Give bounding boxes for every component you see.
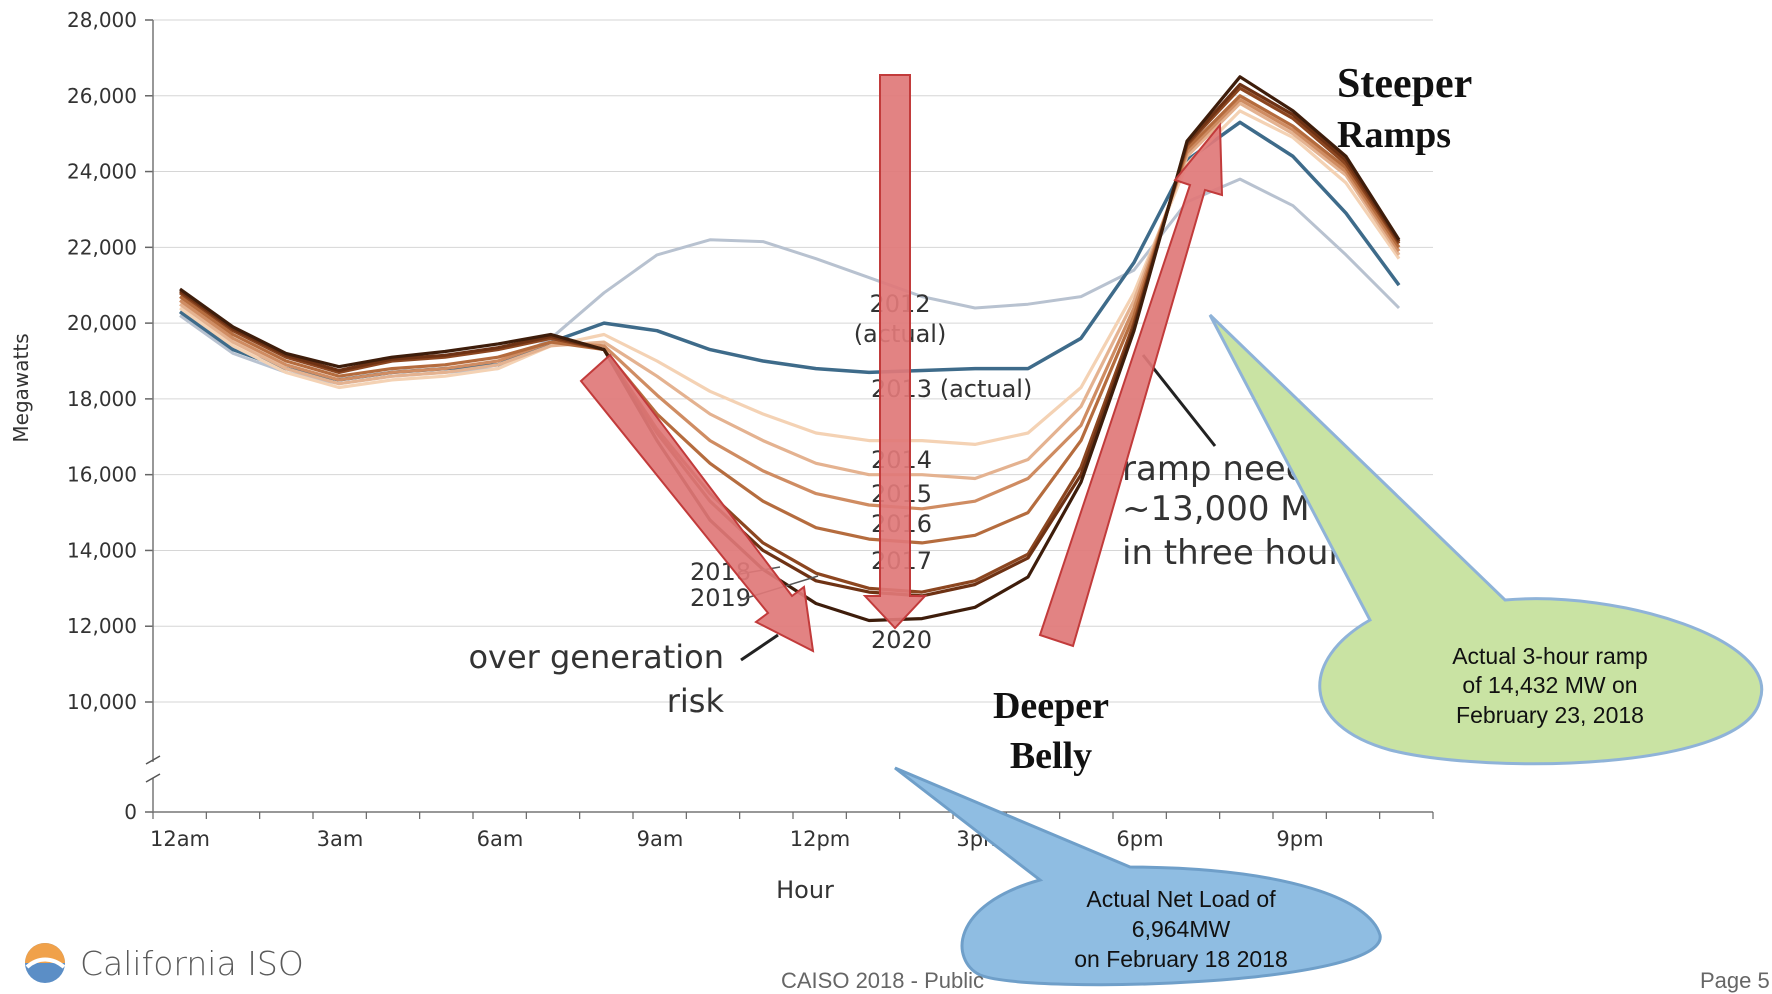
down-arrow — [862, 74, 928, 630]
x-tick-label: 9pm — [1276, 827, 1323, 851]
steeper-label: Steeper — [1337, 61, 1472, 107]
y-tick-label: 14,000 — [67, 538, 137, 562]
x-tick-label: 12am — [150, 827, 210, 851]
overgen-leader — [740, 633, 779, 662]
x-axis: 12am 3am 6am 9am 12pm 3pm 6pm 9pm — [150, 811, 1434, 851]
y-tick-label: 20,000 — [67, 311, 137, 335]
y-tick-label: 22,000 — [67, 235, 137, 259]
ramp-need-line1: ramp need — [1122, 449, 1307, 489]
y-tick-label: 28,000 — [67, 8, 137, 32]
diagonal-up-arrow — [1038, 122, 1224, 648]
y-tick-label: 0 — [124, 800, 137, 824]
callout-green: Actual 3-hour ramp of 14,432 MW on Febru… — [1208, 313, 1764, 766]
ramps-label: Ramps — [1337, 114, 1451, 156]
series-lines — [178, 75, 1401, 623]
ramp-need-line3: in three hours — [1122, 533, 1360, 573]
belly-label: Belly — [1010, 735, 1092, 777]
page-number: Page 5 — [1700, 968, 1770, 993]
callout-green-shape — [1208, 313, 1764, 766]
x-tick-label: 9am — [637, 827, 684, 851]
callout-blue: Actual Net Load of 6,964MW on February 1… — [894, 766, 1382, 987]
series-line-2015 — [179, 101, 1401, 481]
axis-break-mark — [145, 755, 161, 765]
y-tick-label: 24,000 — [67, 160, 137, 184]
y-tick-label: 16,000 — [67, 463, 137, 487]
logo-text: California ISO — [80, 943, 304, 983]
label-2019: 2019 — [690, 584, 751, 612]
callout-blue-line1: Actual Net Load of — [1086, 886, 1276, 912]
emphasis-arrows — [579, 74, 1224, 653]
x-tick-label: 6am — [477, 827, 524, 851]
callout-green-line1: Actual 3-hour ramp — [1452, 643, 1648, 669]
series-line-2016 — [179, 97, 1401, 511]
y-axis: 0 10,000 12,000 14,000 16,000 18,000 20,000 22,… — [67, 8, 161, 824]
overgen-line2: risk — [667, 682, 725, 720]
y-tick-label: 12,000 — [67, 614, 137, 638]
callout-blue-line3: on February 18 2018 — [1074, 946, 1288, 972]
overgen-line1: over generation — [468, 638, 724, 676]
callout-blue-shape — [894, 766, 1382, 987]
series-line-2012 — [179, 177, 1401, 386]
california-iso-logo: California ISO — [20, 938, 304, 988]
diagonal-down-arrow — [579, 353, 815, 653]
series-line-2019 — [179, 82, 1401, 598]
y-tick-label: 10,000 — [67, 690, 137, 714]
y-tick-label: 26,000 — [67, 84, 137, 108]
label-2020: 2020 — [871, 626, 932, 654]
x-axis-title: Hour — [776, 876, 834, 904]
callout-green-line2: of 14,432 MW on — [1462, 672, 1637, 698]
y-tick-label: 18,000 — [67, 387, 137, 411]
callout-green-line3: February 23, 2018 — [1456, 702, 1644, 728]
ramp-leader — [1141, 354, 1217, 447]
callout-blue-line2: 6,964MW — [1132, 916, 1231, 942]
x-tick-label: 3am — [317, 827, 364, 851]
axis-break-mark — [145, 773, 161, 783]
x-tick-label: 6pm — [1116, 827, 1163, 851]
series-line-2017 — [179, 94, 1401, 545]
y-axis-title: Megawatts — [9, 333, 33, 442]
x-tick-label: 12pm — [790, 827, 851, 851]
annotations: ramp need ~13,000 MW in three hours over… — [468, 61, 1472, 777]
deeper-label: Deeper — [993, 685, 1109, 727]
series-line-2020 — [179, 75, 1401, 623]
grid-lines — [153, 19, 1433, 703]
sun-logo-icon — [25, 943, 66, 983]
footer-center-text: CAISO 2018 - Public — [781, 968, 984, 993]
